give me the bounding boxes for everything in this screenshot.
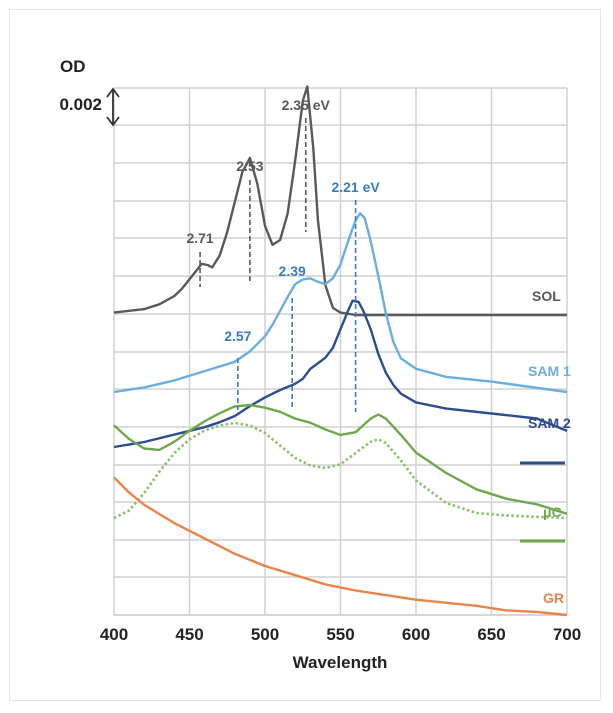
grid-lines xyxy=(113,87,568,616)
series-line-gr xyxy=(113,476,568,617)
x-tick-label: 650 xyxy=(477,625,505,644)
scale-bar-label: 0.002 xyxy=(59,95,102,114)
series-label: SOL xyxy=(532,288,561,304)
series-label: μC xyxy=(543,504,562,520)
peak-label: 2.57 xyxy=(224,328,251,344)
peak-label: 2.21 eV xyxy=(331,179,380,195)
series-line--c-dotted- xyxy=(113,421,568,520)
series-line--c xyxy=(113,403,568,515)
series-line-sam-1 xyxy=(113,212,568,394)
peak-label: 2.39 xyxy=(279,263,306,279)
x-tick-label: 700 xyxy=(553,625,581,644)
x-tick-label: 600 xyxy=(402,625,430,644)
peak-label: 2.53 xyxy=(236,158,263,174)
peak-label: 2.71 xyxy=(186,230,213,246)
series-label: GR xyxy=(543,590,564,606)
x-tick-label: 500 xyxy=(251,625,279,644)
scale-bar-arrow xyxy=(106,87,120,127)
peak-label: 2.35 eV xyxy=(282,97,331,113)
series-label: SAM 1 xyxy=(528,363,571,379)
figure-frame xyxy=(9,9,601,701)
x-axis-label: Wavelength xyxy=(293,653,388,672)
series-label: SAM 2 xyxy=(528,415,571,431)
series-line-sam-2 xyxy=(113,299,568,449)
y-axis-label: OD xyxy=(60,57,86,76)
x-tick-label: 550 xyxy=(326,625,354,644)
x-tick-label: 400 xyxy=(100,625,128,644)
x-tick-label: 450 xyxy=(175,625,203,644)
series-line-sol xyxy=(113,85,567,317)
